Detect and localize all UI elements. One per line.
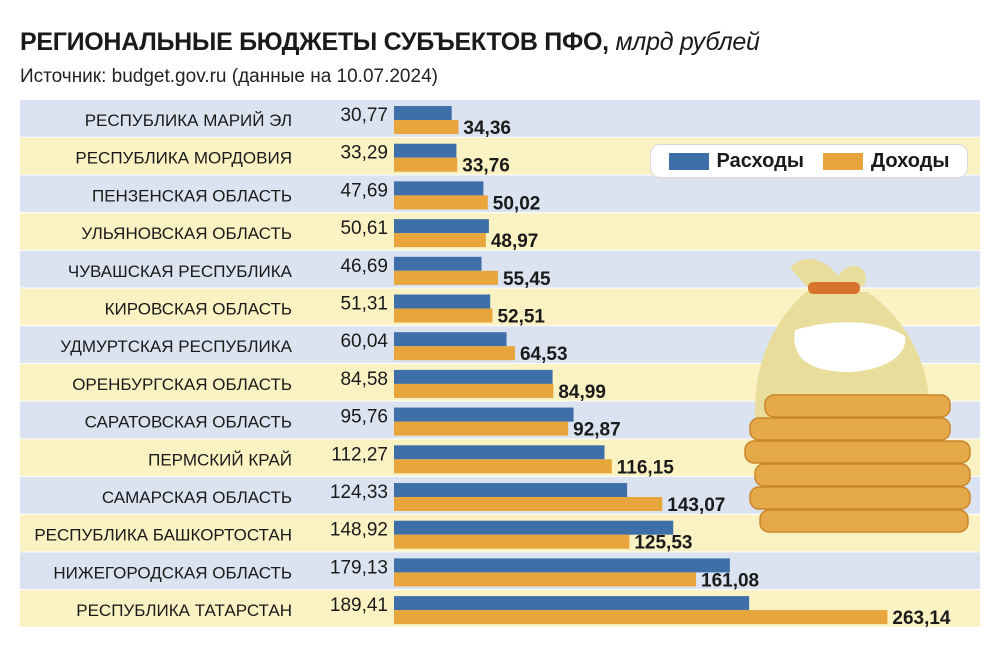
value-label-expenses: 84,58 — [340, 369, 388, 390]
bar-revenues — [394, 459, 612, 474]
money-bag-tie — [808, 282, 860, 294]
category-label: РЕСПУБЛИКА БАШКОРТОСТАН — [34, 526, 292, 545]
chart-source: Источник: budget.gov.ru (данные на 10.07… — [20, 66, 438, 87]
bar-revenues — [394, 308, 493, 323]
value-label-expenses: 60,04 — [340, 331, 388, 352]
coin-stack — [744, 440, 971, 464]
coin-stack — [764, 394, 951, 418]
category-label: РЕСПУБЛИКА ТАТАРСТАН — [76, 601, 292, 620]
bar-expenses — [394, 369, 553, 384]
bar-revenues — [394, 270, 498, 285]
bar-expenses — [394, 181, 484, 196]
value-label-revenues: 92,87 — [573, 420, 621, 441]
bar-expenses — [394, 558, 730, 573]
value-label-revenues: 55,45 — [503, 269, 551, 290]
category-label: РЕСПУБЛИКА МОРДОВИЯ — [75, 149, 292, 168]
legend: Расходы Доходы — [650, 144, 968, 178]
bar-expenses — [394, 143, 457, 158]
category-label: САРАТОВСКАЯ ОБЛАСТЬ — [85, 413, 292, 432]
bar-revenues — [394, 195, 488, 210]
bar-expenses — [394, 294, 491, 309]
bar-expenses — [394, 256, 482, 271]
legend-label-revenues: Доходы — [870, 149, 950, 172]
value-label-expenses: 46,69 — [340, 256, 388, 277]
value-label-revenues: 48,97 — [491, 231, 539, 252]
value-label-revenues: 125,53 — [634, 533, 692, 554]
bar-revenues — [394, 572, 697, 587]
money-bag-coins-icon — [744, 258, 971, 533]
bar-expenses — [394, 219, 489, 234]
value-label-revenues: 161,08 — [701, 570, 759, 591]
coin-stack — [759, 509, 969, 533]
category-label: ОРЕНБУРГСКАЯ ОБЛАСТЬ — [72, 375, 292, 394]
value-label-expenses: 47,69 — [340, 180, 388, 201]
value-label-revenues: 52,51 — [497, 307, 545, 328]
bar-revenues — [394, 383, 554, 398]
coin-stack — [754, 463, 971, 487]
legend-item-expenses: Расходы — [668, 149, 804, 173]
bar-expenses — [394, 445, 605, 460]
bar-revenues — [394, 534, 630, 549]
bar-revenues — [394, 610, 888, 625]
legend-swatch-expenses — [668, 152, 709, 170]
category-label: УЛЬЯНОВСКАЯ ОБЛАСТЬ — [81, 224, 292, 243]
chart-title-main: РЕГИОНАЛЬНЫЕ БЮДЖЕТЫ СУБЪЕКТОВ ПФО, — [20, 28, 609, 56]
bar-revenues — [394, 421, 569, 436]
bar-revenues — [394, 497, 663, 511]
category-label: НИЖЕГОРОДСКАЯ ОБЛАСТЬ — [53, 563, 292, 582]
bar-expenses — [394, 332, 507, 347]
value-label-expenses: 179,13 — [330, 557, 388, 578]
bar-revenues — [394, 120, 459, 134]
coin-stack — [749, 486, 971, 510]
legend-swatch-revenues — [822, 152, 863, 170]
value-label-expenses: 33,29 — [340, 143, 388, 164]
value-label-revenues: 64,53 — [520, 344, 568, 365]
value-label-expenses: 50,61 — [340, 218, 388, 239]
value-label-revenues: 50,02 — [493, 193, 541, 214]
value-label-expenses: 95,76 — [340, 407, 388, 428]
category-label: ПЕНЗЕНСКАЯ ОБЛАСТЬ — [92, 186, 292, 205]
category-label: РЕСПУБЛИКА МАРИЙ ЭЛ — [85, 111, 292, 130]
coin-stack — [749, 417, 951, 441]
category-label: УДМУРТСКАЯ РЕСПУБЛИКА — [60, 337, 292, 356]
value-label-expenses: 51,31 — [340, 294, 388, 315]
value-label-expenses: 112,27 — [331, 444, 388, 465]
value-label-expenses: 124,33 — [330, 482, 388, 503]
bar-expenses — [394, 483, 628, 497]
bar-expenses — [394, 106, 452, 120]
legend-item-revenues: Доходы — [822, 149, 950, 173]
value-label-revenues: 263,14 — [892, 608, 951, 629]
category-label: ПЕРМСКИЙ КРАЙ — [148, 450, 292, 469]
category-label: САМАРСКАЯ ОБЛАСТЬ — [102, 488, 292, 507]
bar-expenses — [394, 407, 574, 422]
row-background — [20, 100, 980, 137]
chart-title-unit: млрд рублей — [615, 28, 760, 56]
bar-revenues — [394, 346, 515, 361]
category-label: КИРОВСКАЯ ОБЛАСТЬ — [105, 300, 292, 319]
row-background — [20, 213, 980, 250]
value-label-revenues: 84,99 — [558, 382, 606, 403]
category-label: ЧУВАШСКАЯ РЕСПУБЛИКА — [68, 262, 293, 281]
value-label-revenues: 143,07 — [667, 495, 725, 516]
bar-revenues — [394, 233, 486, 248]
value-label-expenses: 148,92 — [330, 520, 388, 541]
bar-revenues — [394, 157, 458, 172]
bar-expenses — [394, 520, 674, 535]
legend-label-expenses: Расходы — [716, 149, 804, 172]
row-background — [20, 175, 980, 213]
bar-expenses — [394, 596, 750, 611]
value-label-expenses: 30,77 — [340, 105, 388, 126]
value-label-expenses: 189,41 — [330, 595, 388, 616]
money-bag-highlight — [794, 322, 906, 372]
value-label-revenues: 116,15 — [617, 457, 674, 478]
chart-title: РЕГИОНАЛЬНЫЕ БЮДЖЕТЫ СУБЪЕКТОВ ПФО, млрд… — [20, 28, 760, 57]
value-label-revenues: 34,36 — [463, 118, 511, 139]
value-label-revenues: 33,76 — [462, 156, 510, 177]
